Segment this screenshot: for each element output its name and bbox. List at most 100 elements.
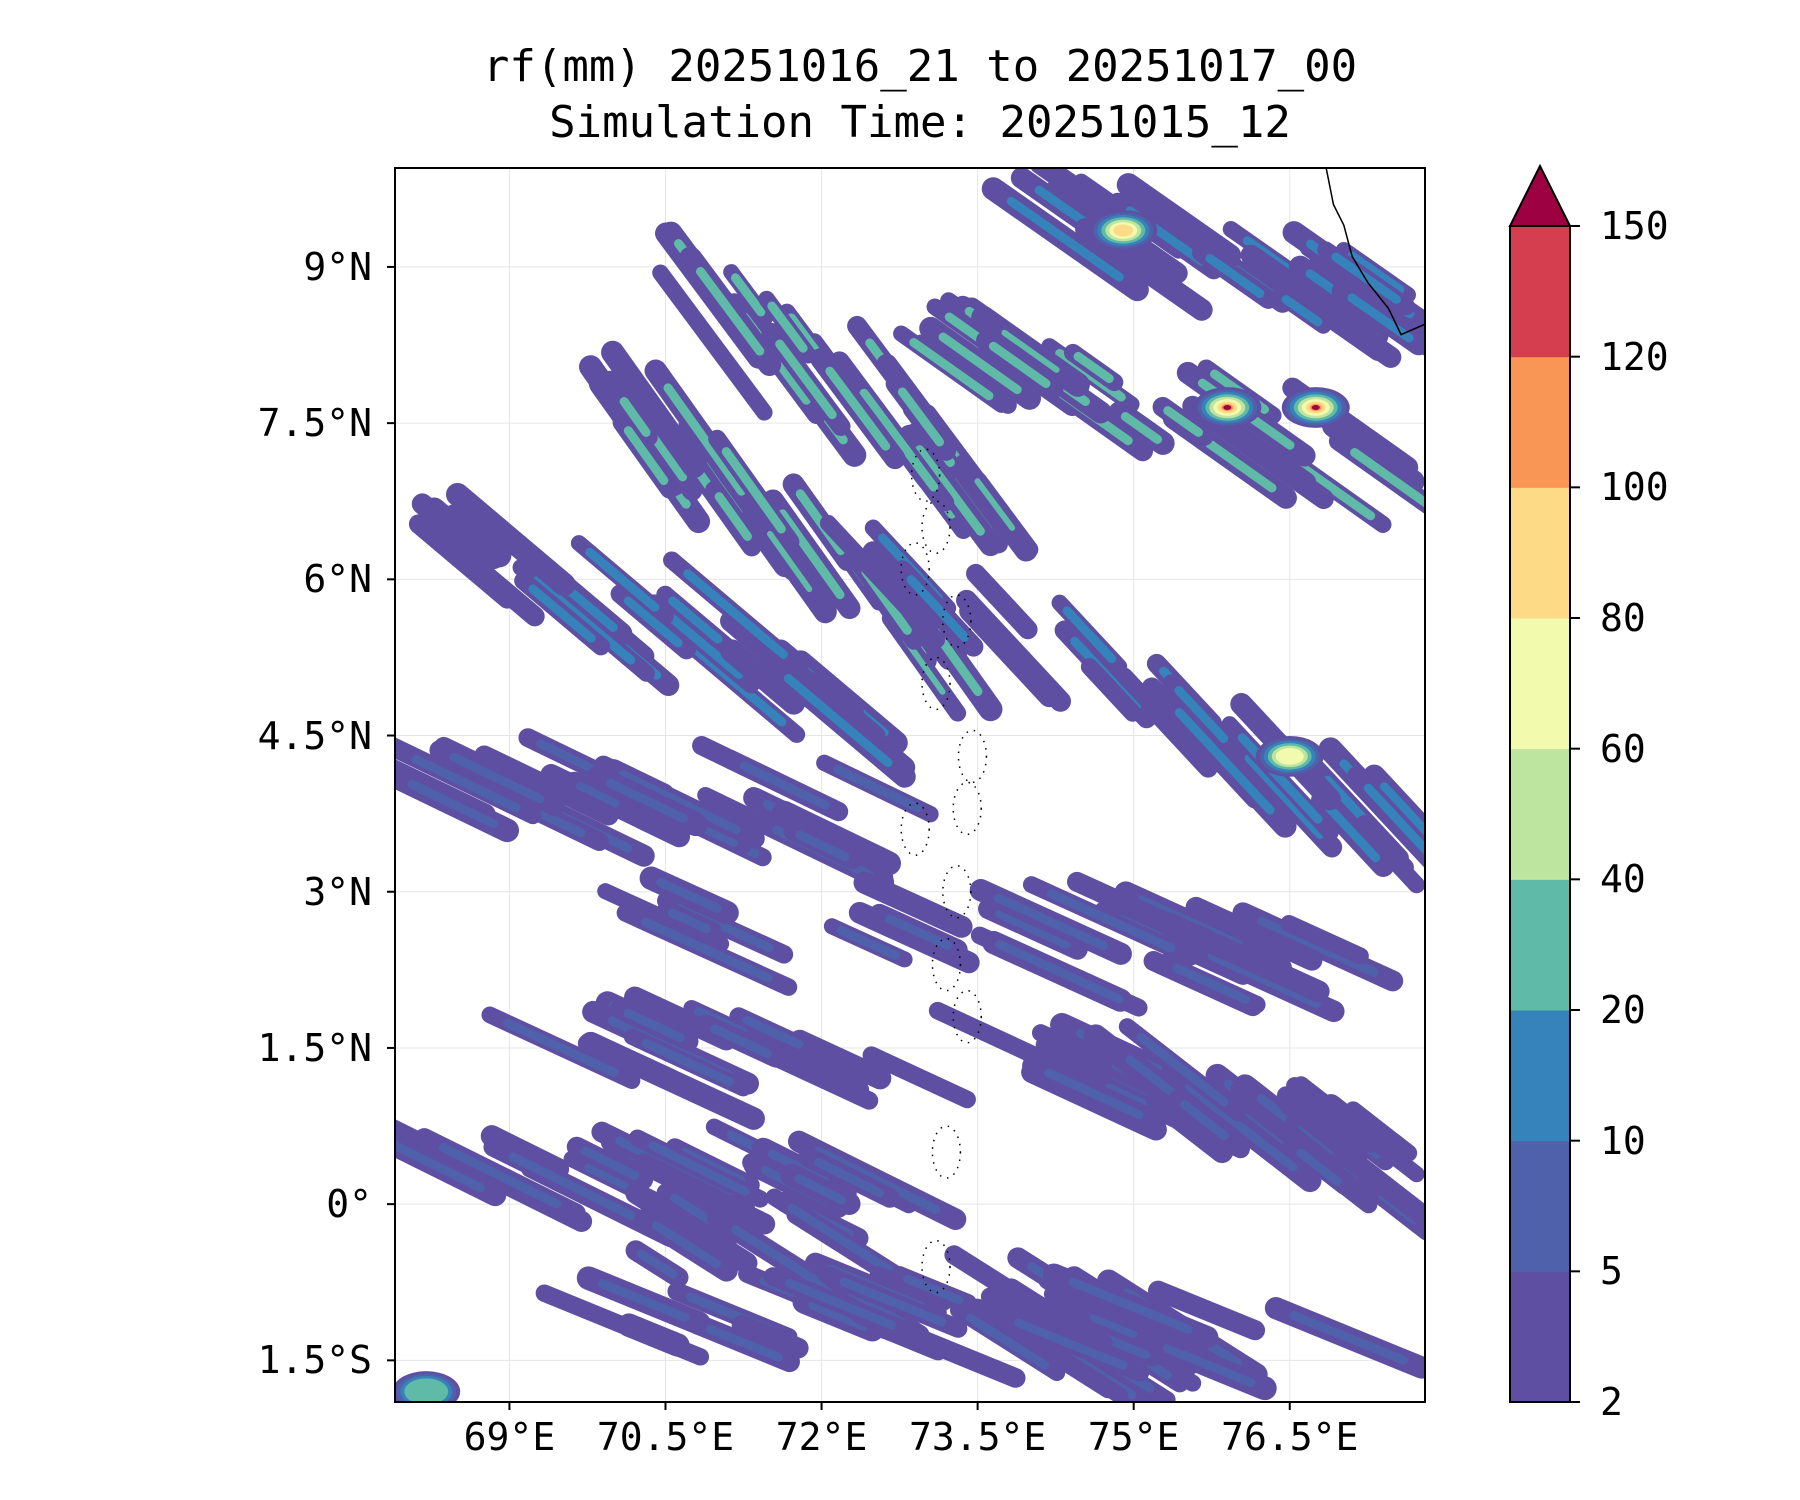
rain-streak-inner (597, 1279, 690, 1322)
rain-streak (1080, 658, 1142, 722)
colorbar-tick-label: 150 (1600, 204, 1669, 248)
rain-streak (1355, 815, 1414, 877)
rain-band (981, 168, 1425, 368)
colorbar-tick-label: 20 (1600, 988, 1646, 1032)
atoll-outline (900, 802, 930, 857)
rain-streak-inner (783, 673, 893, 768)
rain-streak-inner (786, 313, 823, 358)
rain-streak-inner (407, 779, 499, 829)
colorbar (1508, 163, 1580, 1403)
rain-streak-core (997, 348, 1042, 382)
rain-streak-inner (661, 608, 744, 680)
rain-streak-core (674, 398, 735, 481)
atoll-outline (921, 500, 951, 555)
rain-streak-inner (528, 584, 596, 643)
rain-streak (819, 514, 946, 649)
rain-streak-inner (395, 1140, 485, 1193)
rain-streak-inner (575, 781, 620, 808)
colorbar-segment (1510, 1010, 1570, 1142)
rain-streak (411, 493, 472, 547)
rain-streak-inner (884, 914, 952, 950)
rain-streak-inner (1347, 251, 1405, 294)
rain-band (408, 482, 916, 788)
colorbar-tick-label: 10 (1600, 1118, 1646, 1163)
rain-streak-core (1079, 356, 1109, 379)
rain-streak (445, 482, 576, 597)
rain-band (1083, 1018, 1425, 1241)
rain-streak-inner (641, 1038, 734, 1087)
peak-contour (1311, 405, 1320, 410)
rain-band (535, 1252, 1425, 1401)
colorbar-extend-arrow (1508, 163, 1572, 227)
rain-streak (1240, 244, 1378, 347)
rain-streak-inner (995, 939, 1124, 1004)
rain-streak-inner (585, 547, 660, 612)
rain-streak-inner (813, 1146, 941, 1215)
rain-streak-inner (1331, 252, 1401, 304)
atoll-outline (921, 1239, 951, 1294)
atoll-outline (952, 781, 982, 836)
rain-streak-inner (1289, 1311, 1408, 1365)
rain-peak (1281, 387, 1350, 428)
rain-streak-inner (1044, 1068, 1144, 1120)
colorbar-tick-label: 120 (1600, 334, 1669, 379)
rain-streak-inner (906, 575, 970, 642)
rain-streak-inner (1171, 963, 1250, 1004)
rain-streak-inner (1184, 1082, 1298, 1172)
rain-streak-inner (1068, 1277, 1193, 1334)
colorbar-tick-label: 2 (1600, 1380, 1623, 1424)
rain-streak (652, 264, 773, 421)
colorbar-tick-label: 60 (1600, 726, 1646, 771)
rain-streak-core (904, 395, 938, 439)
rain-streak-core (787, 521, 836, 587)
rain-streak-inner (641, 917, 773, 983)
rain-streak-inner (785, 1278, 897, 1330)
rain-streak-inner (795, 830, 850, 862)
rain-streak (1146, 1090, 1234, 1164)
rain-streak-inner (683, 569, 788, 659)
rain-streak (1035, 1036, 1103, 1077)
rain-streak (1067, 871, 1235, 959)
rain-streak-inner (1163, 406, 1204, 437)
rain-streak (853, 871, 973, 938)
rain-streak (671, 1177, 763, 1234)
rain-streak-inner (668, 596, 723, 644)
colorbar-tick-label: 80 (1600, 596, 1646, 640)
peak-contour (1223, 405, 1232, 410)
colorbar-tick-label: 5 (1600, 1249, 1623, 1294)
rain-streak-inner (667, 908, 712, 934)
rain-streak-inner (623, 596, 683, 648)
rain-streak-core (974, 478, 1016, 531)
rain-streak-inner (813, 1157, 885, 1198)
rain-streak-inner (775, 339, 837, 420)
colorbar-frame (1509, 225, 1571, 1403)
rain-streak-inner (695, 266, 765, 356)
colorbar-segment (1510, 1271, 1570, 1403)
rain-streak (625, 1182, 758, 1274)
rain-streak-inner (580, 1146, 640, 1181)
rain-streak-inner (623, 1008, 685, 1043)
rain-streak-inner (438, 1143, 562, 1209)
rain-band (819, 514, 1425, 894)
y-tick-label: 1.5°N (257, 1025, 372, 1070)
rain-streak (1185, 896, 1323, 971)
colorbar-tick-label: 100 (1600, 465, 1669, 510)
atoll-outline (900, 542, 930, 596)
rain-band (395, 728, 939, 892)
rain-streak-inner (993, 893, 1108, 951)
rain-streak-inner (651, 1221, 722, 1269)
plot-subtitle: Simulation Time: 20251015_12 (549, 97, 1291, 148)
y-tick-label: 0° (326, 1182, 372, 1227)
rain-streak-inner (1014, 1318, 1128, 1370)
india-coastline (1325, 168, 1425, 336)
rain-band (395, 1118, 967, 1249)
rain-streak-inner (903, 1274, 964, 1305)
y-tick-label: 4.5°N (257, 713, 372, 758)
atoll-outline (931, 937, 962, 992)
rain-streak-inner (833, 764, 922, 813)
rain-streak-inner (1006, 196, 1124, 282)
y-tick-label: 7.5°N (257, 401, 372, 446)
rain-streak-inner (1174, 685, 1229, 744)
rain-streak-inner (1350, 448, 1425, 508)
